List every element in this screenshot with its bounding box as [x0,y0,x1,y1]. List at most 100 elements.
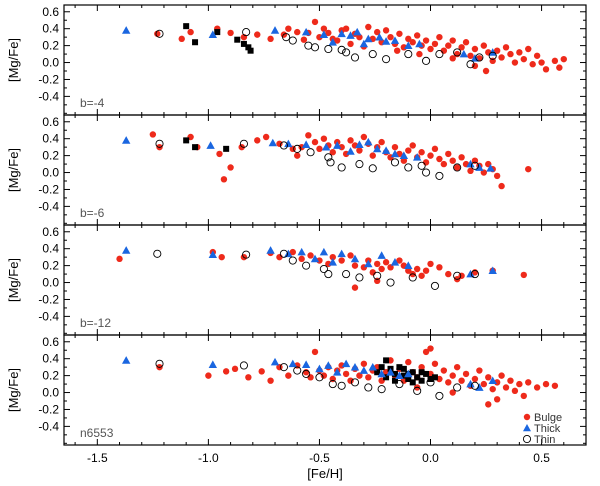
ngc6553-point [183,137,190,144]
bulge-point [542,66,550,73]
bulge-point [154,30,161,37]
thin-point [390,158,400,167]
ngc6553-point [396,364,403,371]
panel-frame [63,224,587,336]
bulge-point [365,23,372,31]
ngc6553-point [192,39,199,46]
thick-point [346,147,355,155]
thin-point [350,378,360,387]
panel-1: 0.6 0.4 0.2 0.0 -0.2 -0.4 [Mg/Fe] b=-4 [6,4,587,116]
thin-point [342,48,351,57]
thin-point [293,144,302,153]
bulge-point [356,33,363,41]
thick-point [350,362,360,371]
thin-point [328,380,337,389]
thin-point [382,55,391,64]
thick-point [466,159,475,168]
thin-point [404,163,413,172]
panel-label: b=-12 [80,316,111,330]
thick-point [268,138,277,147]
thick-point [208,30,218,38]
bulge-point [227,29,234,37]
thin-point [404,50,413,59]
bulge-point [216,150,223,158]
bulge-point [245,374,252,381]
y-tick-label: 0.0 [42,386,59,400]
bulge-point [440,367,448,374]
x-tick-label: 0.5 [533,451,550,465]
y-tick-label: 0.6 [42,335,59,349]
thin-point [304,41,313,50]
thin-point [242,250,251,259]
bulge-point [422,37,430,44]
bulge-point [276,140,283,147]
bulge-point [431,145,439,153]
y-tick-label: 0.4 [42,242,59,256]
bulge-point [462,39,470,46]
thick-point [364,137,373,146]
bulge-point [516,49,523,56]
y-tick-label: 0.6 [42,5,59,19]
thin-point [324,270,333,279]
ngc6553-point [223,145,230,152]
bulge-point [416,50,423,58]
x-axis: -1.5 -1.0 -0.5 0.0 0.5 [87,451,550,465]
bulge-point [320,25,328,32]
thin-point [293,366,302,375]
bulge-point [387,264,394,271]
legend-label: Thin [534,434,555,446]
bulge-point [382,259,390,266]
bulge-point [418,363,425,371]
panel-4: 0.6 0.4 0.2 0.0 -0.2 -0.4 [Mg/Fe] n6553 [6,334,587,446]
bulge-point [413,265,421,273]
x-tick-label: 0.0 [422,451,439,465]
bulge-point [258,368,265,375]
y-tick-label: -0.2 [38,72,59,86]
bulge-point [325,29,332,37]
bulge-point [458,377,465,384]
points-group [121,345,559,408]
x-axis-title: [Fe/H] [307,466,342,481]
bulge-point [449,55,456,62]
thick-point [337,249,346,258]
thick-point [328,38,337,46]
thin-point [288,256,297,265]
thin-point [337,163,346,172]
thin-point [239,361,248,370]
thin-point [453,271,462,280]
bulge-point [525,45,532,53]
thick-point [337,29,346,38]
bulge-point [458,44,465,51]
thick-point [412,153,422,161]
ngc6553-point [378,364,385,371]
bulge-point [338,257,345,264]
bulge-point [298,255,305,263]
thin-point [422,168,431,177]
panel-frame [63,4,587,116]
x-tick-label: -0.5 [309,451,330,465]
bulge-point [427,152,434,159]
bulge-point [289,248,296,256]
bulge-point [471,45,479,53]
bulge-point [511,59,519,66]
ngc6553-point [409,369,416,376]
bulge-point [391,143,399,151]
thick-point [488,266,497,275]
ngc6553-point [383,357,390,364]
ngc6553-point [247,47,254,54]
bulge-point [360,133,368,141]
ngc6553-point [391,370,398,377]
bulge-point [311,18,319,26]
bulge-point [440,160,448,168]
panel-frame [63,334,587,446]
bulge-point [449,372,456,379]
panel-label: b=-6 [80,206,105,220]
thick-point [121,356,131,364]
thick-point [270,357,280,366]
bulge-point [222,368,230,375]
thin-point [466,60,475,69]
bulge-point [405,147,412,154]
panel-3: 0.6 0.4 0.2 0.0 -0.2 -0.4 [Mg/Fe] b=-12 [6,224,587,336]
thick-point [333,368,342,376]
